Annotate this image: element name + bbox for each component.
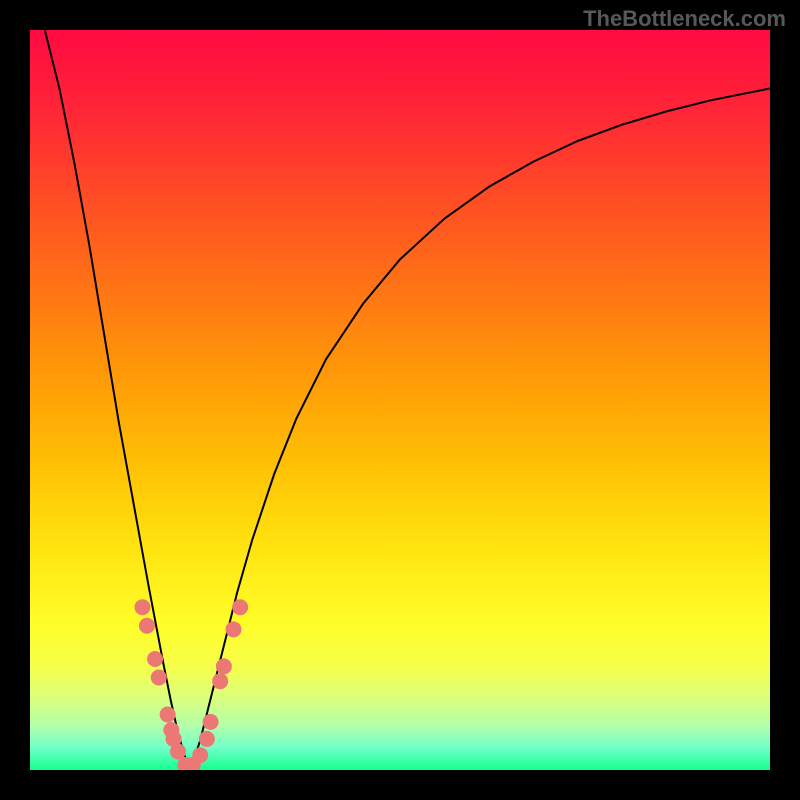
data-marker: [160, 707, 176, 723]
data-marker: [151, 670, 167, 686]
data-marker: [134, 599, 150, 615]
data-marker: [212, 673, 228, 689]
gradient-background: [30, 30, 770, 770]
data-marker: [232, 599, 248, 615]
data-marker: [216, 658, 232, 674]
chart-container: TheBottleneck.com: [0, 0, 800, 800]
watermark-text: TheBottleneck.com: [583, 6, 786, 32]
chart-svg: [30, 30, 770, 770]
data-marker: [139, 618, 155, 634]
data-marker: [226, 621, 242, 637]
data-marker: [203, 714, 219, 730]
data-marker: [192, 747, 208, 763]
plot-area: [30, 30, 770, 770]
data-marker: [199, 731, 215, 747]
data-marker: [147, 651, 163, 667]
